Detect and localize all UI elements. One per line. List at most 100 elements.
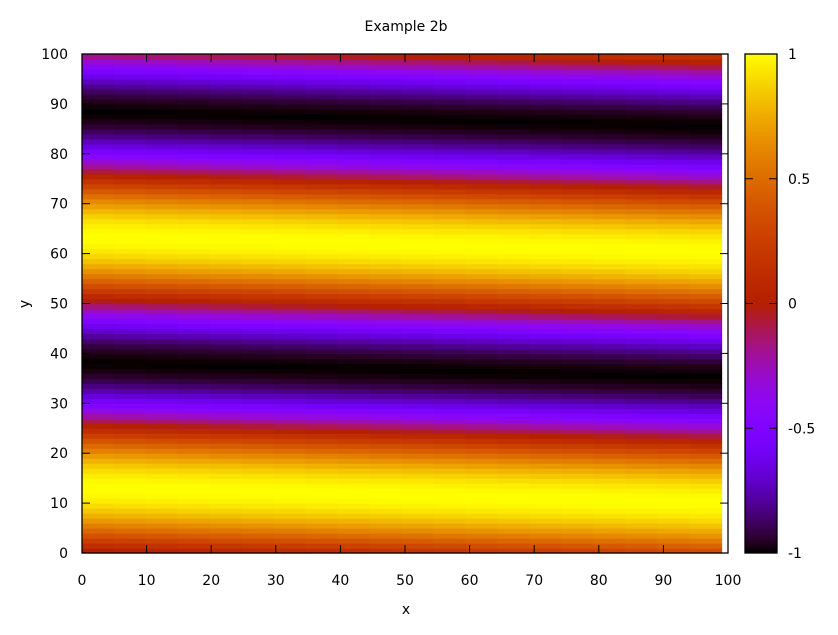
heatmap-cell	[209, 123, 243, 130]
heatmap-cell	[625, 333, 659, 340]
heatmap-cell	[82, 118, 115, 125]
heatmap-cell	[561, 58, 595, 65]
heatmap-cell	[497, 398, 531, 404]
heatmap-cell	[401, 458, 435, 464]
heatmap-cell	[337, 153, 371, 160]
heatmap-cell	[401, 238, 435, 245]
heatmap-cell	[433, 213, 467, 220]
heatmap-cell	[337, 538, 371, 544]
heatmap-cell	[241, 413, 275, 419]
heatmap-cell	[593, 278, 627, 285]
heatmap-cell	[433, 543, 467, 549]
heatmap-cell	[82, 78, 115, 85]
heatmap-cell	[529, 243, 563, 250]
y-tick-label: 0	[59, 546, 68, 562]
heatmap-cell	[369, 173, 403, 180]
heatmap-cell	[497, 73, 531, 80]
heatmap-cell	[113, 203, 147, 210]
heatmap-cell	[177, 448, 211, 454]
heatmap-cell	[561, 293, 595, 300]
heatmap-cell	[337, 148, 371, 155]
heatmap-cell	[82, 478, 115, 484]
heatmap-cell	[369, 533, 403, 539]
heatmap-cell	[401, 158, 435, 165]
heatmap-cell	[497, 358, 531, 364]
heatmap-cell	[337, 383, 371, 389]
heatmap-cell	[177, 93, 211, 100]
heatmap-cell	[305, 318, 339, 325]
heatmap-cell	[241, 163, 275, 170]
heatmap-cell	[625, 83, 659, 90]
heatmap-cell	[593, 54, 627, 60]
heatmap-cell	[209, 233, 243, 240]
heatmap-cell	[241, 203, 275, 210]
heatmap-cell	[337, 123, 371, 130]
heatmap-cell	[177, 58, 211, 65]
heatmap-cell	[369, 133, 403, 140]
heatmap-cell	[497, 478, 531, 484]
heatmap-cell	[593, 318, 627, 325]
heatmap-cell	[529, 293, 563, 300]
heatmap-cell	[369, 498, 403, 504]
heatmap-cell	[561, 123, 595, 130]
heatmap-cell	[529, 548, 563, 554]
heatmap-cell	[593, 363, 627, 369]
heatmap-cell	[273, 498, 307, 504]
heatmap-cell	[82, 503, 115, 509]
heatmap-cell	[593, 433, 627, 439]
heatmap-cell	[433, 98, 467, 105]
heatmap-cell	[273, 278, 307, 285]
heatmap-cell	[625, 548, 659, 554]
heatmap-cell	[529, 153, 563, 160]
heatmap-cell	[529, 343, 563, 350]
heatmap-cell	[273, 58, 307, 65]
heatmap-cell	[145, 54, 179, 60]
heatmap-cell	[625, 168, 659, 175]
heatmap-cell	[465, 393, 499, 399]
heatmap-cell	[209, 413, 243, 419]
heatmap-cell	[689, 208, 723, 215]
heatmap-cell	[465, 528, 499, 534]
heatmap-cell	[145, 258, 179, 265]
heatmap-cell	[337, 203, 371, 210]
y-tick-label: 40	[50, 346, 68, 362]
heatmap-cell	[145, 273, 179, 280]
heatmap-cell	[529, 518, 563, 524]
heatmap-cell	[273, 63, 307, 70]
heatmap-cell	[337, 463, 371, 469]
heatmap-cell	[305, 513, 339, 519]
heatmap-cell	[433, 148, 467, 155]
heatmap-cell	[433, 173, 467, 180]
heatmap-cell	[465, 93, 499, 100]
heatmap-cell	[145, 288, 179, 295]
heatmap-cell	[593, 78, 627, 85]
heatmap-cell	[561, 418, 595, 424]
heatmap-cell	[689, 478, 723, 484]
heatmap-cell	[465, 248, 499, 255]
heatmap-cell	[529, 68, 563, 75]
heatmap-cell	[305, 273, 339, 280]
heatmap-cell	[113, 78, 147, 85]
heatmap-cell	[369, 403, 403, 409]
heatmap-cell	[273, 248, 307, 255]
heatmap-cell	[209, 228, 243, 235]
heatmap-cell	[433, 508, 467, 514]
heatmap-cell	[273, 283, 307, 290]
heatmap-cell	[561, 54, 595, 60]
heatmap-cell	[625, 518, 659, 524]
heatmap-cell	[209, 388, 243, 394]
heatmap-cell	[497, 403, 531, 409]
y-tick-label: 70	[50, 197, 68, 213]
heatmap-cell	[305, 533, 339, 539]
heatmap-cell	[337, 73, 371, 80]
heatmap-cell	[561, 378, 595, 384]
heatmap-cell	[337, 273, 371, 280]
heatmap-cell	[465, 228, 499, 235]
heatmap-cell	[401, 218, 435, 225]
heatmap-cell	[529, 218, 563, 225]
heatmap-cell	[145, 163, 179, 170]
heatmap-cell	[593, 223, 627, 230]
heatmap-cell	[82, 283, 115, 290]
heatmap-cell	[177, 548, 211, 554]
heatmap-cell	[369, 283, 403, 290]
